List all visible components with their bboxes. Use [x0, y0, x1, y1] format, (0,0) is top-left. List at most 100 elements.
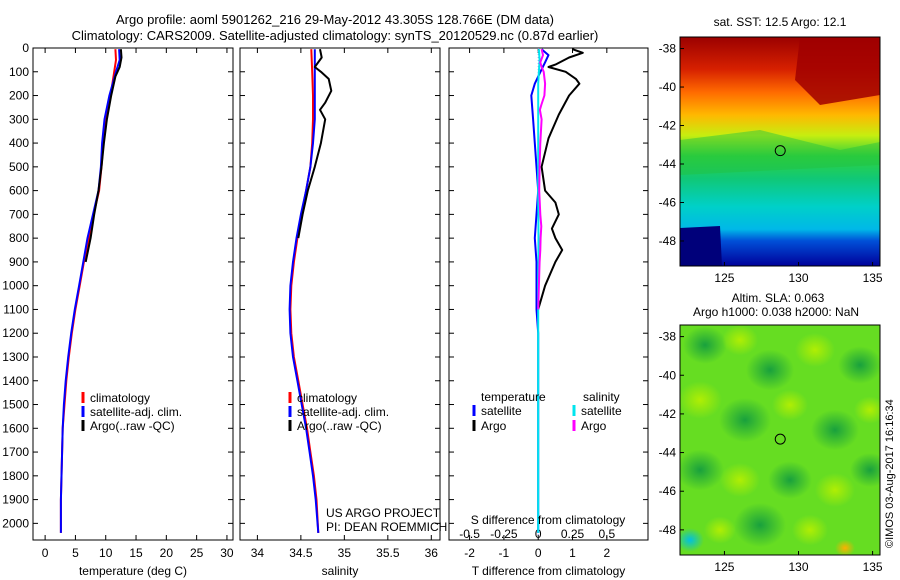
temperature-xtick-label: 20 — [160, 546, 174, 560]
salinity-legend-label: climatology — [297, 391, 357, 405]
salinity-xaxis-label: salinity — [322, 564, 359, 578]
s-diff-tick-label: -0.5 — [459, 527, 480, 541]
sla-map-xtick-label: 130 — [789, 560, 809, 574]
difference-axes-frame — [448, 47, 649, 541]
temperature-xaxis-label: temperature (deg C) — [79, 564, 187, 578]
sla-eddy — [680, 449, 724, 491]
sst-map-ytick-label: -40 — [659, 80, 677, 94]
sla-eddy — [815, 473, 855, 507]
salinity-xtick-label: 35 — [338, 546, 352, 560]
sla-eddy — [722, 325, 758, 356]
sla-eddy — [683, 326, 727, 364]
sst-map-title: sat. SST: 12.5 Argo: 12.1 — [714, 15, 847, 29]
sst-map-frame — [679, 36, 881, 267]
pi-label: PI: DEAN ROEMMICH — [326, 520, 447, 534]
difference-series-salinity-satellite — [537, 49, 541, 533]
temperature-series-climatology — [59, 49, 117, 533]
difference-panel: -2 -1 0 1 2 T difference from climatology -0.5… — [448, 47, 649, 578]
sst-map-argo-marker — [774, 145, 786, 157]
temperature-xtick-label: 10 — [99, 546, 113, 560]
project-label: US ARGO PROJECT — [326, 506, 441, 520]
title-line-2: Climatology: CARS2009. Satellite-adjuste… — [71, 28, 599, 43]
difference-series-temperature-satellite — [530, 48, 550, 533]
depth-tick-label: 1300 — [2, 350, 29, 364]
s-diff-tick-label: 0 — [535, 527, 542, 541]
sla-eddy — [850, 453, 880, 487]
sla-eddy — [680, 528, 704, 552]
depth-tick-label: 1800 — [2, 469, 29, 483]
sla-map-ytick-label: -38 — [659, 330, 677, 344]
sla-map-xtick-label: 135 — [863, 560, 883, 574]
depth-tick-label: 2000 — [2, 516, 29, 530]
sla-eddy — [720, 463, 760, 497]
s-diff-tick-label: 0.5 — [598, 527, 615, 541]
sla-eddy — [680, 381, 722, 419]
temperature-xtick-label: 30 — [220, 546, 234, 560]
depth-tick-label: 1100 — [3, 302, 29, 316]
legend-temperature-header: temperature — [481, 390, 546, 404]
sla-map-frame — [679, 324, 881, 556]
sla-eddy — [719, 397, 771, 443]
sla-map-ytick-label: -40 — [659, 368, 677, 382]
depth-tick-label: 300 — [9, 112, 29, 126]
depth-tick-label: 100 — [9, 65, 29, 79]
sla-eddy — [835, 539, 855, 555]
depth-tick-label: 600 — [9, 184, 29, 198]
salinity-legend-label: satellite-adj. clim. — [297, 405, 389, 419]
sla-map-title-2: Argo h1000: 0.038 h2000: NaN — [693, 305, 859, 319]
sst-map-panel: 125 130 135 -38 -40 -42 -44 -46 -48 — [659, 36, 883, 285]
legend-temp-label: Argo — [481, 419, 507, 433]
depth-tick-label: 400 — [9, 136, 29, 150]
depth-tick-label: 200 — [9, 89, 29, 103]
s-diff-tick-label: 0.25 — [561, 527, 585, 541]
salinity-series-satellite-adj-clim- — [288, 49, 320, 533]
s-diff-tick-label: -0.25 — [490, 527, 518, 541]
sla-map-ytick-label: -46 — [659, 484, 677, 498]
s-difference-axis-label: S difference from climatology — [471, 513, 626, 527]
imos-watermark: ©IMOS 03-Aug-2017 16:16:34 — [884, 399, 896, 548]
sst-map-ytick-label: -44 — [659, 157, 677, 171]
depth-tick-label: 1700 — [2, 445, 29, 459]
salinity-xtick-label: 34.5 — [289, 546, 313, 560]
sst-map-xtick-label: 130 — [789, 271, 809, 285]
sla-map-ytick-label: -48 — [659, 523, 677, 537]
depth-tick-label: 1200 — [2, 326, 29, 340]
legend-temp-label: satellite — [481, 404, 522, 418]
temperature-panel: 0 5 10 15 20 25 30 temperature (deg C) 0 100 200 30… — [2, 41, 234, 578]
sst-warm-patch — [795, 37, 880, 105]
difference-xtick-label: -2 — [464, 546, 475, 560]
sla-eddy — [768, 461, 812, 499]
depth-tick-label: 700 — [9, 207, 29, 221]
temperature-series-argo-raw-qc- — [84, 49, 123, 263]
difference-xtick-label: 0 — [535, 546, 542, 560]
salinity-panel: 34 34.5 35 35.5 36 salinity climatologysatelli… — [239, 47, 441, 578]
sst-green-band — [680, 130, 880, 175]
difference-xtick-label: 2 — [603, 546, 610, 560]
depth-tick-label: 0 — [22, 41, 29, 55]
temperature-series-satellite-adj-clim- — [59, 49, 121, 533]
sla-eddy — [772, 389, 808, 421]
temperature-xtick-label: 0 — [42, 546, 49, 560]
salinity-series-argo-raw-qc- — [297, 48, 333, 239]
temperature-legend-label: Argo(..raw -QC) — [90, 419, 175, 433]
salinity-xtick-label: 36 — [425, 546, 439, 560]
sla-eddy — [792, 514, 828, 546]
sla-map-argo-marker — [774, 433, 786, 445]
sst-map-ytick-label: -46 — [659, 195, 677, 209]
difference-series-salinity-argo — [537, 48, 547, 310]
temperature-legend-label: satellite-adj. clim. — [90, 405, 182, 419]
salinity-xtick-label: 34 — [251, 546, 265, 560]
title-line-1: Argo profile: aoml 5901262_216 29-May-20… — [116, 12, 554, 27]
difference-xtick-label: -1 — [499, 546, 510, 560]
sla-map-panel: 125 130 135 -38 -40 -42 -44 -46 -48 — [659, 324, 883, 574]
salinity-legend-label: Argo(..raw -QC) — [297, 419, 382, 433]
depth-tick-label: 1000 — [2, 279, 29, 293]
sla-field — [680, 325, 880, 555]
sst-map-ytick-label: -42 — [659, 119, 677, 133]
sla-eddy — [811, 409, 859, 451]
difference-xaxis-label: T difference from climatology — [472, 564, 626, 578]
depth-tick-label: 1400 — [2, 374, 29, 388]
salinity-axes-frame — [239, 47, 441, 541]
sst-map-ytick-label: -38 — [659, 42, 677, 56]
